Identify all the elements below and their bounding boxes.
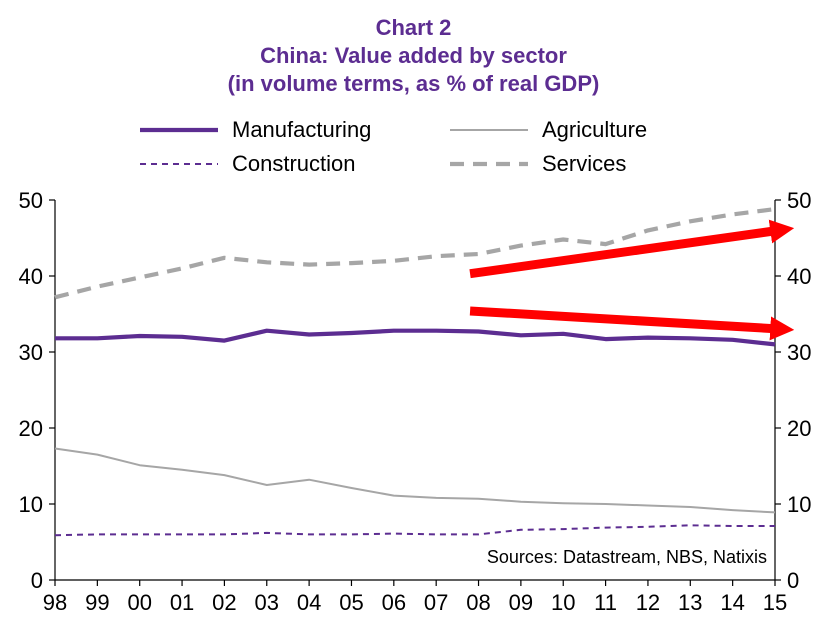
legend-label-construction: Construction [232, 151, 356, 176]
ytick-label-right: 40 [787, 264, 811, 289]
series-manufacturing [55, 331, 775, 345]
chart-title: Chart 2 China: Value added by sector (in… [0, 14, 827, 98]
xtick-label: 02 [212, 590, 236, 615]
series-construction [55, 525, 775, 535]
trend-arrow [470, 311, 783, 329]
ytick-label-left: 0 [31, 568, 43, 593]
xtick-label: 10 [551, 590, 575, 615]
xtick-label: 99 [85, 590, 109, 615]
xtick-label: 07 [424, 590, 448, 615]
ytick-label-right: 0 [787, 568, 799, 593]
xtick-label: 11 [594, 590, 617, 615]
series-agriculture [55, 449, 775, 513]
ytick-label-left: 20 [19, 416, 43, 441]
xtick-label: 08 [466, 590, 490, 615]
series-services [55, 209, 775, 297]
legend-label-services: Services [542, 151, 626, 176]
ytick-label-left: 50 [19, 188, 43, 213]
xtick-label: 06 [382, 590, 406, 615]
source-label: Sources: Datastream, NBS, Natixis [487, 547, 767, 568]
xtick-label: 13 [678, 590, 702, 615]
ytick-label-left: 10 [19, 492, 43, 517]
xtick-label: 14 [720, 590, 744, 615]
xtick-label: 05 [339, 590, 363, 615]
ytick-label-left: 40 [19, 264, 43, 289]
legend: Manufacturing Agriculture Construction Serv… [140, 117, 647, 176]
ytick-label-left: 30 [19, 340, 43, 365]
xtick-label: 15 [763, 590, 787, 615]
ytick-label-right: 20 [787, 416, 811, 441]
xtick-label: 04 [297, 590, 321, 615]
series-group [55, 209, 775, 535]
title-line-3: (in volume terms, as % of real GDP) [0, 70, 827, 98]
title-line-2: China: Value added by sector [0, 42, 827, 70]
ytick-label-right: 50 [787, 188, 811, 213]
legend-label-manufacturing: Manufacturing [232, 117, 371, 142]
chart-container: Chart 2 China: Value added by sector (in… [0, 0, 827, 636]
xtick-label: 09 [509, 590, 533, 615]
ytick-label-right: 30 [787, 340, 811, 365]
xtick-label: 00 [127, 590, 151, 615]
xtick-label: 98 [43, 590, 67, 615]
xtick-label: 01 [170, 590, 194, 615]
title-line-1: Chart 2 [0, 14, 827, 42]
ytick-label-right: 10 [787, 492, 811, 517]
xtick-label: 12 [636, 590, 660, 615]
xtick-label: 03 [255, 590, 279, 615]
legend-label-agriculture: Agriculture [542, 117, 647, 142]
